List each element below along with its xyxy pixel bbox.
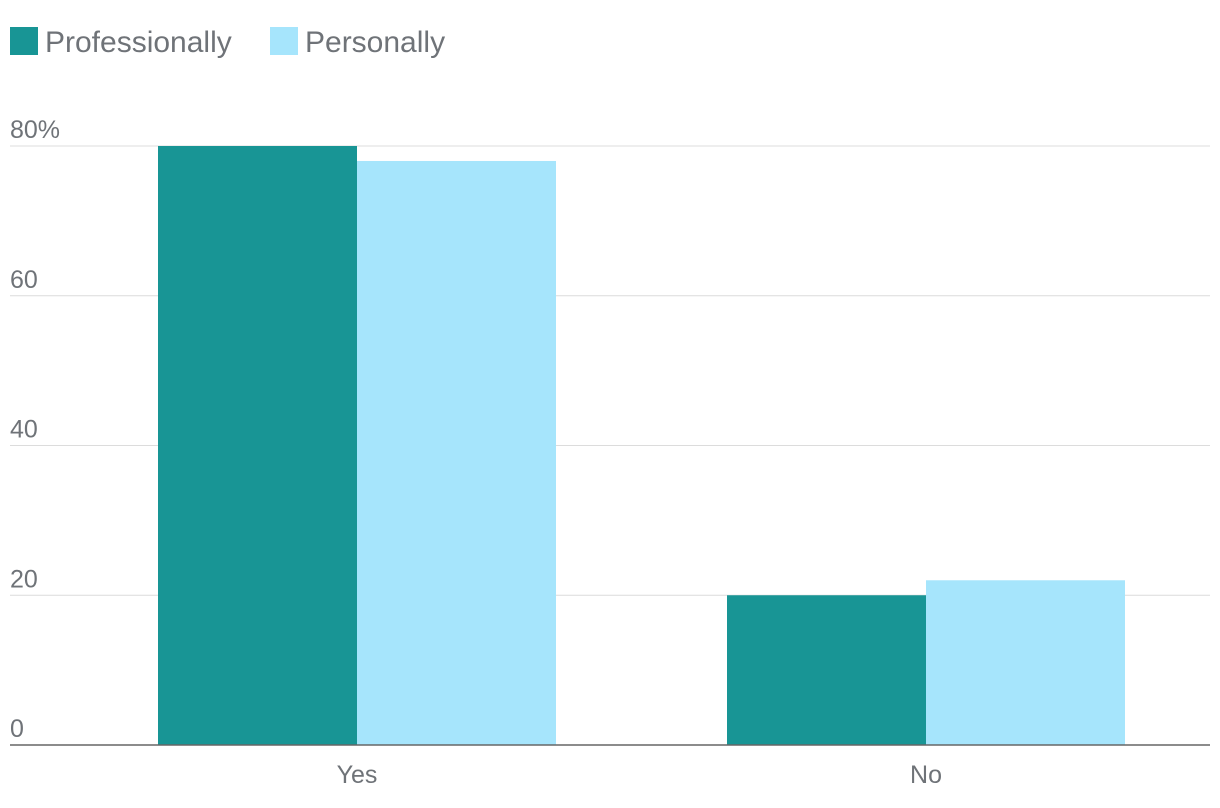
legend: Professionally Personally — [10, 26, 445, 59]
bar-no-personally — [926, 580, 1125, 745]
bars — [158, 146, 1125, 746]
x-category-label-1: No — [910, 761, 942, 789]
legend-swatch-1 — [270, 27, 298, 55]
bar-yes-personally — [357, 160, 556, 746]
legend-label-1: Personally — [305, 26, 445, 59]
legend-label-0: Professionally — [45, 26, 232, 59]
y-tick-label-2: 40 — [10, 416, 38, 444]
bar-yes-professionally — [158, 146, 357, 745]
y-tick-label-0: 0 — [10, 715, 24, 743]
legend-swatch-0 — [10, 27, 38, 55]
bar-no-professionally — [727, 595, 926, 745]
x-category-label-0: Yes — [337, 761, 378, 789]
x-axis-categories: Yes No — [337, 761, 942, 789]
y-tick-label-3: 60 — [10, 266, 38, 294]
y-axis-ticks: 0 20 40 60 80% — [10, 116, 60, 743]
y-tick-label-1: 20 — [10, 565, 38, 593]
y-tick-label-4: 80% — [10, 116, 60, 144]
